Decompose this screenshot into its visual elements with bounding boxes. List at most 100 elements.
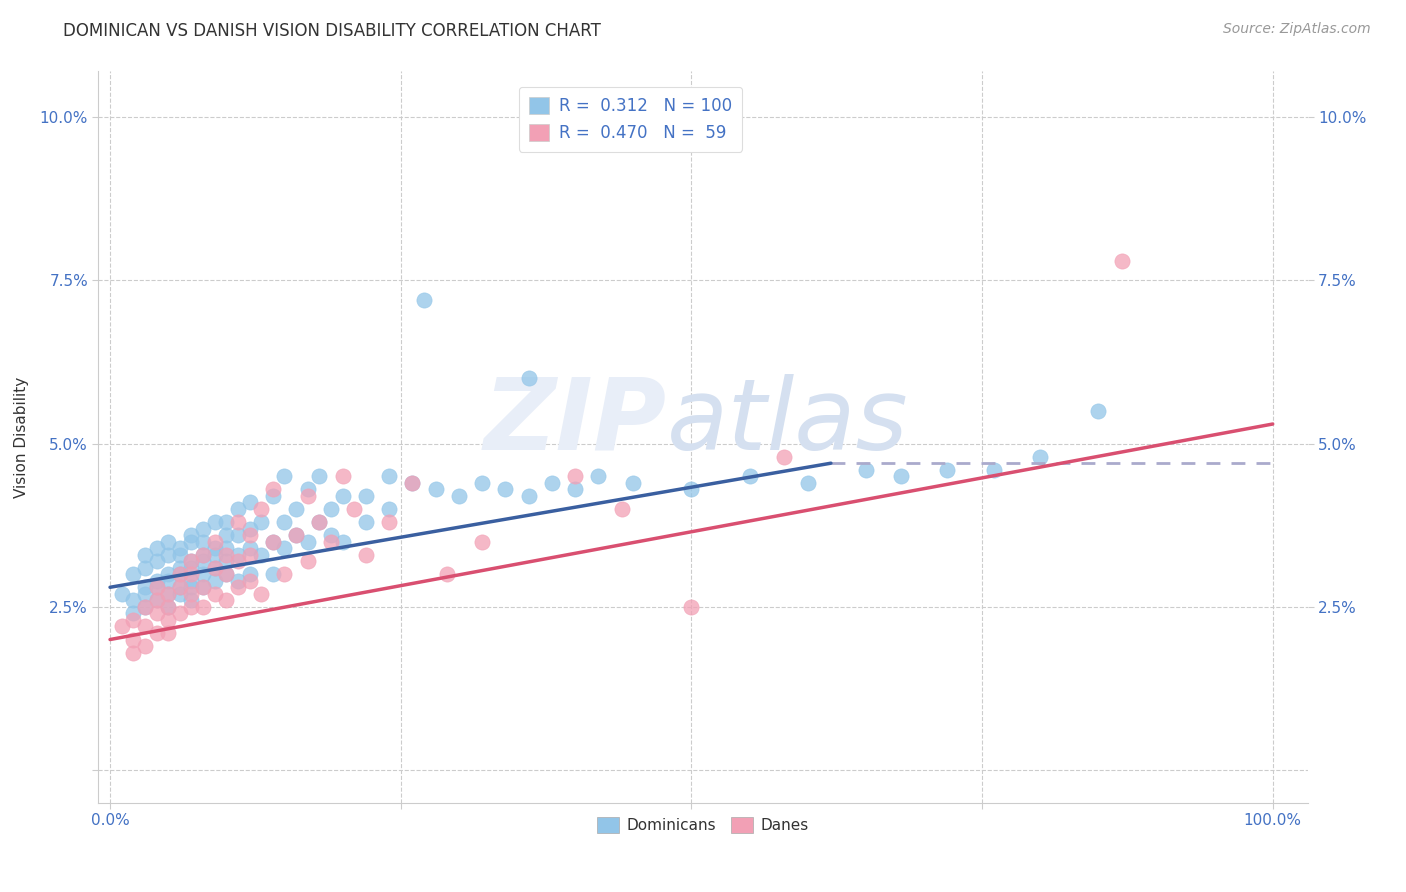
- Point: [354, 515, 377, 529]
- Point: [134, 560, 156, 574]
- Point: [191, 521, 214, 535]
- Point: [308, 515, 330, 529]
- Point: [169, 567, 191, 582]
- Point: [273, 469, 295, 483]
- Point: [354, 489, 377, 503]
- Point: [215, 567, 238, 582]
- Point: [378, 515, 401, 529]
- Point: [297, 554, 319, 568]
- Point: [319, 528, 342, 542]
- Point: [273, 567, 295, 582]
- Point: [191, 599, 214, 614]
- Point: [204, 515, 226, 529]
- Point: [122, 607, 145, 621]
- Point: [157, 587, 180, 601]
- Point: [308, 515, 330, 529]
- Point: [134, 599, 156, 614]
- Point: [191, 580, 214, 594]
- Point: [297, 483, 319, 497]
- Point: [191, 534, 214, 549]
- Point: [145, 541, 167, 555]
- Point: [239, 541, 262, 555]
- Point: [273, 541, 295, 555]
- Point: [180, 554, 202, 568]
- Point: [297, 534, 319, 549]
- Point: [169, 541, 191, 555]
- Point: [134, 548, 156, 562]
- Point: [226, 580, 249, 594]
- Point: [273, 515, 295, 529]
- Point: [239, 528, 262, 542]
- Point: [796, 475, 818, 490]
- Point: [226, 554, 249, 568]
- Point: [540, 475, 562, 490]
- Point: [145, 607, 167, 621]
- Point: [180, 528, 202, 542]
- Point: [191, 580, 214, 594]
- Point: [250, 548, 273, 562]
- Point: [378, 469, 401, 483]
- Point: [145, 574, 167, 588]
- Point: [517, 489, 540, 503]
- Point: [681, 599, 703, 614]
- Point: [157, 599, 180, 614]
- Point: [262, 489, 284, 503]
- Point: [738, 469, 761, 483]
- Point: [215, 515, 238, 529]
- Y-axis label: Vision Disability: Vision Disability: [14, 376, 28, 498]
- Point: [145, 580, 167, 594]
- Point: [262, 483, 284, 497]
- Point: [285, 528, 308, 542]
- Point: [145, 593, 167, 607]
- Point: [226, 548, 249, 562]
- Point: [1029, 450, 1052, 464]
- Point: [191, 554, 214, 568]
- Point: [111, 619, 134, 633]
- Point: [401, 475, 423, 490]
- Legend: Dominicans, Danes: Dominicans, Danes: [592, 811, 814, 839]
- Point: [1087, 404, 1109, 418]
- Point: [239, 495, 262, 509]
- Point: [191, 567, 214, 582]
- Point: [157, 574, 180, 588]
- Point: [494, 483, 516, 497]
- Point: [215, 593, 238, 607]
- Point: [239, 574, 262, 588]
- Point: [308, 469, 330, 483]
- Point: [285, 528, 308, 542]
- Point: [564, 469, 586, 483]
- Text: Source: ZipAtlas.com: Source: ZipAtlas.com: [1223, 22, 1371, 37]
- Point: [180, 554, 202, 568]
- Point: [169, 580, 191, 594]
- Point: [134, 599, 156, 614]
- Point: [250, 502, 273, 516]
- Point: [413, 293, 436, 307]
- Point: [890, 469, 912, 483]
- Point: [319, 502, 342, 516]
- Point: [378, 502, 401, 516]
- Point: [564, 483, 586, 497]
- Point: [226, 528, 249, 542]
- Point: [169, 607, 191, 621]
- Point: [111, 587, 134, 601]
- Point: [145, 554, 167, 568]
- Point: [855, 463, 877, 477]
- Point: [215, 528, 238, 542]
- Point: [262, 567, 284, 582]
- Point: [134, 580, 156, 594]
- Point: [215, 541, 238, 555]
- Point: [936, 463, 959, 477]
- Point: [122, 632, 145, 647]
- Point: [239, 521, 262, 535]
- Point: [517, 371, 540, 385]
- Point: [297, 489, 319, 503]
- Point: [204, 548, 226, 562]
- Point: [157, 587, 180, 601]
- Point: [157, 626, 180, 640]
- Point: [983, 463, 1005, 477]
- Point: [204, 534, 226, 549]
- Point: [239, 567, 262, 582]
- Point: [169, 587, 191, 601]
- Point: [425, 483, 447, 497]
- Point: [180, 593, 202, 607]
